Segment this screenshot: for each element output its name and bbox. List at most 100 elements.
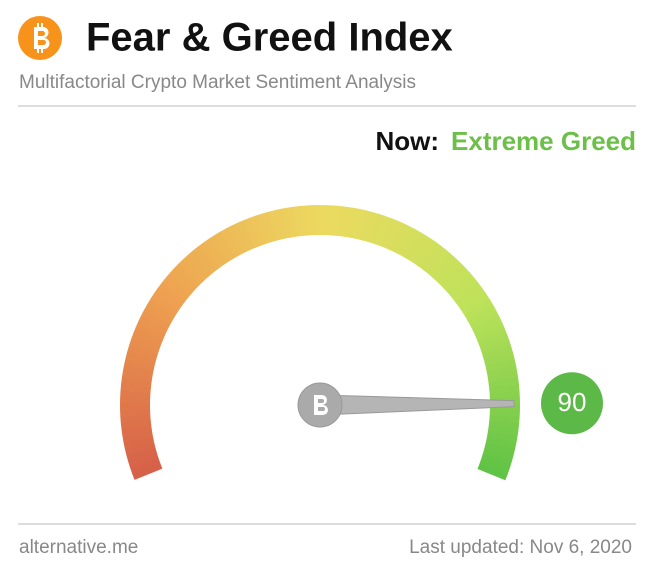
arc-segment [454,282,483,306]
arc-segment [482,345,513,361]
arc-segment [132,463,163,480]
classification: Extreme Greed [451,126,636,156]
arc-segment [226,225,246,255]
arc-segment [488,420,520,430]
arc-segment [409,234,431,264]
subtitle: Multifactorial Crypto Market Sentiment A… [19,72,416,93]
arc-segment [130,333,162,350]
arc-segment [457,287,486,311]
arc-segment [138,315,169,335]
arc-segment [122,431,154,443]
arc-segment [161,277,190,301]
arc-segment [404,231,426,261]
arc-segment [287,206,299,238]
arc-segment [262,211,277,243]
arc-segment [466,304,497,325]
arc-segment [477,463,508,481]
arc-segment [489,409,520,417]
arc-segment [183,253,209,281]
arc-segment [331,205,340,236]
needle-group: 90 [297,372,603,435]
arc-segment [487,371,519,383]
arc-segment [479,458,510,475]
arc-segment [198,241,222,270]
arc-segment [157,282,186,306]
arc-segment [141,309,171,330]
arc-segment [485,436,517,450]
arc-segment [179,258,205,285]
arc-segment [135,321,166,340]
arc-segment [480,339,512,355]
now-label: Now: [375,126,439,156]
arc-segment [237,219,256,251]
arc-segment [203,238,227,267]
arc-segment [120,414,151,424]
needle [319,394,515,416]
arc-segment [120,403,151,411]
arc-segment [474,321,505,340]
arc-segment [306,205,315,236]
arc-segment [214,231,236,261]
arc-segment [418,242,442,270]
arc-segment [358,210,372,241]
arc-segment [320,205,327,236]
arc-segment [268,210,282,241]
title: Fear & Greed Index [86,16,453,60]
arc-segment [394,225,415,256]
arc-segment [209,234,231,264]
arc-segment [353,208,366,240]
arc-segment [121,377,152,388]
arc-segment [124,442,156,456]
arc-segment [120,383,151,393]
arc-segment [313,205,321,236]
arc-segment [450,277,479,302]
arc-segment [369,213,385,245]
arc-segment [231,222,251,253]
arc-segment [374,215,391,246]
arc-segment [435,258,462,285]
arc-segment [133,327,164,345]
arc-segment [128,452,159,468]
arc-segment [399,228,420,258]
arc-segment [423,245,447,274]
arc-segment [463,298,493,320]
arc-segment [281,207,293,239]
arc-segment [384,220,403,251]
arc-segment [144,303,174,325]
arc-segment [363,211,379,243]
arc-segment [188,249,213,277]
gauge-arc [120,205,520,481]
arc-segment [389,222,409,253]
arc-segment [485,358,516,372]
logo-icon [18,16,62,60]
arc-segment [489,384,520,394]
hub-icon [314,395,328,415]
source: alternative.me [19,537,138,558]
arc-segment [120,390,151,399]
arc-segment [274,208,288,240]
arc-segment [431,254,457,281]
arc-segment [147,298,177,320]
arc-segment [460,293,490,315]
arc-segment [128,339,160,355]
arc-segment [486,431,518,443]
arc-segment [447,272,475,297]
arc-segment [443,267,471,293]
arc-segment [220,228,241,258]
arc-segment [249,215,266,246]
arc-segment [325,205,334,236]
arc-segment [342,206,353,238]
arc-segment [469,309,500,330]
arc-segment [121,370,153,382]
arc-segment [300,205,310,236]
arc-segment [121,425,153,437]
arc-segment [120,396,151,404]
arc-segment [122,364,154,377]
arc-segment [439,263,466,289]
arc-segment [476,327,507,345]
arc-segment [472,315,502,335]
arc-segment [123,436,155,449]
arc-segment [483,352,515,366]
arc-segment [127,345,158,361]
